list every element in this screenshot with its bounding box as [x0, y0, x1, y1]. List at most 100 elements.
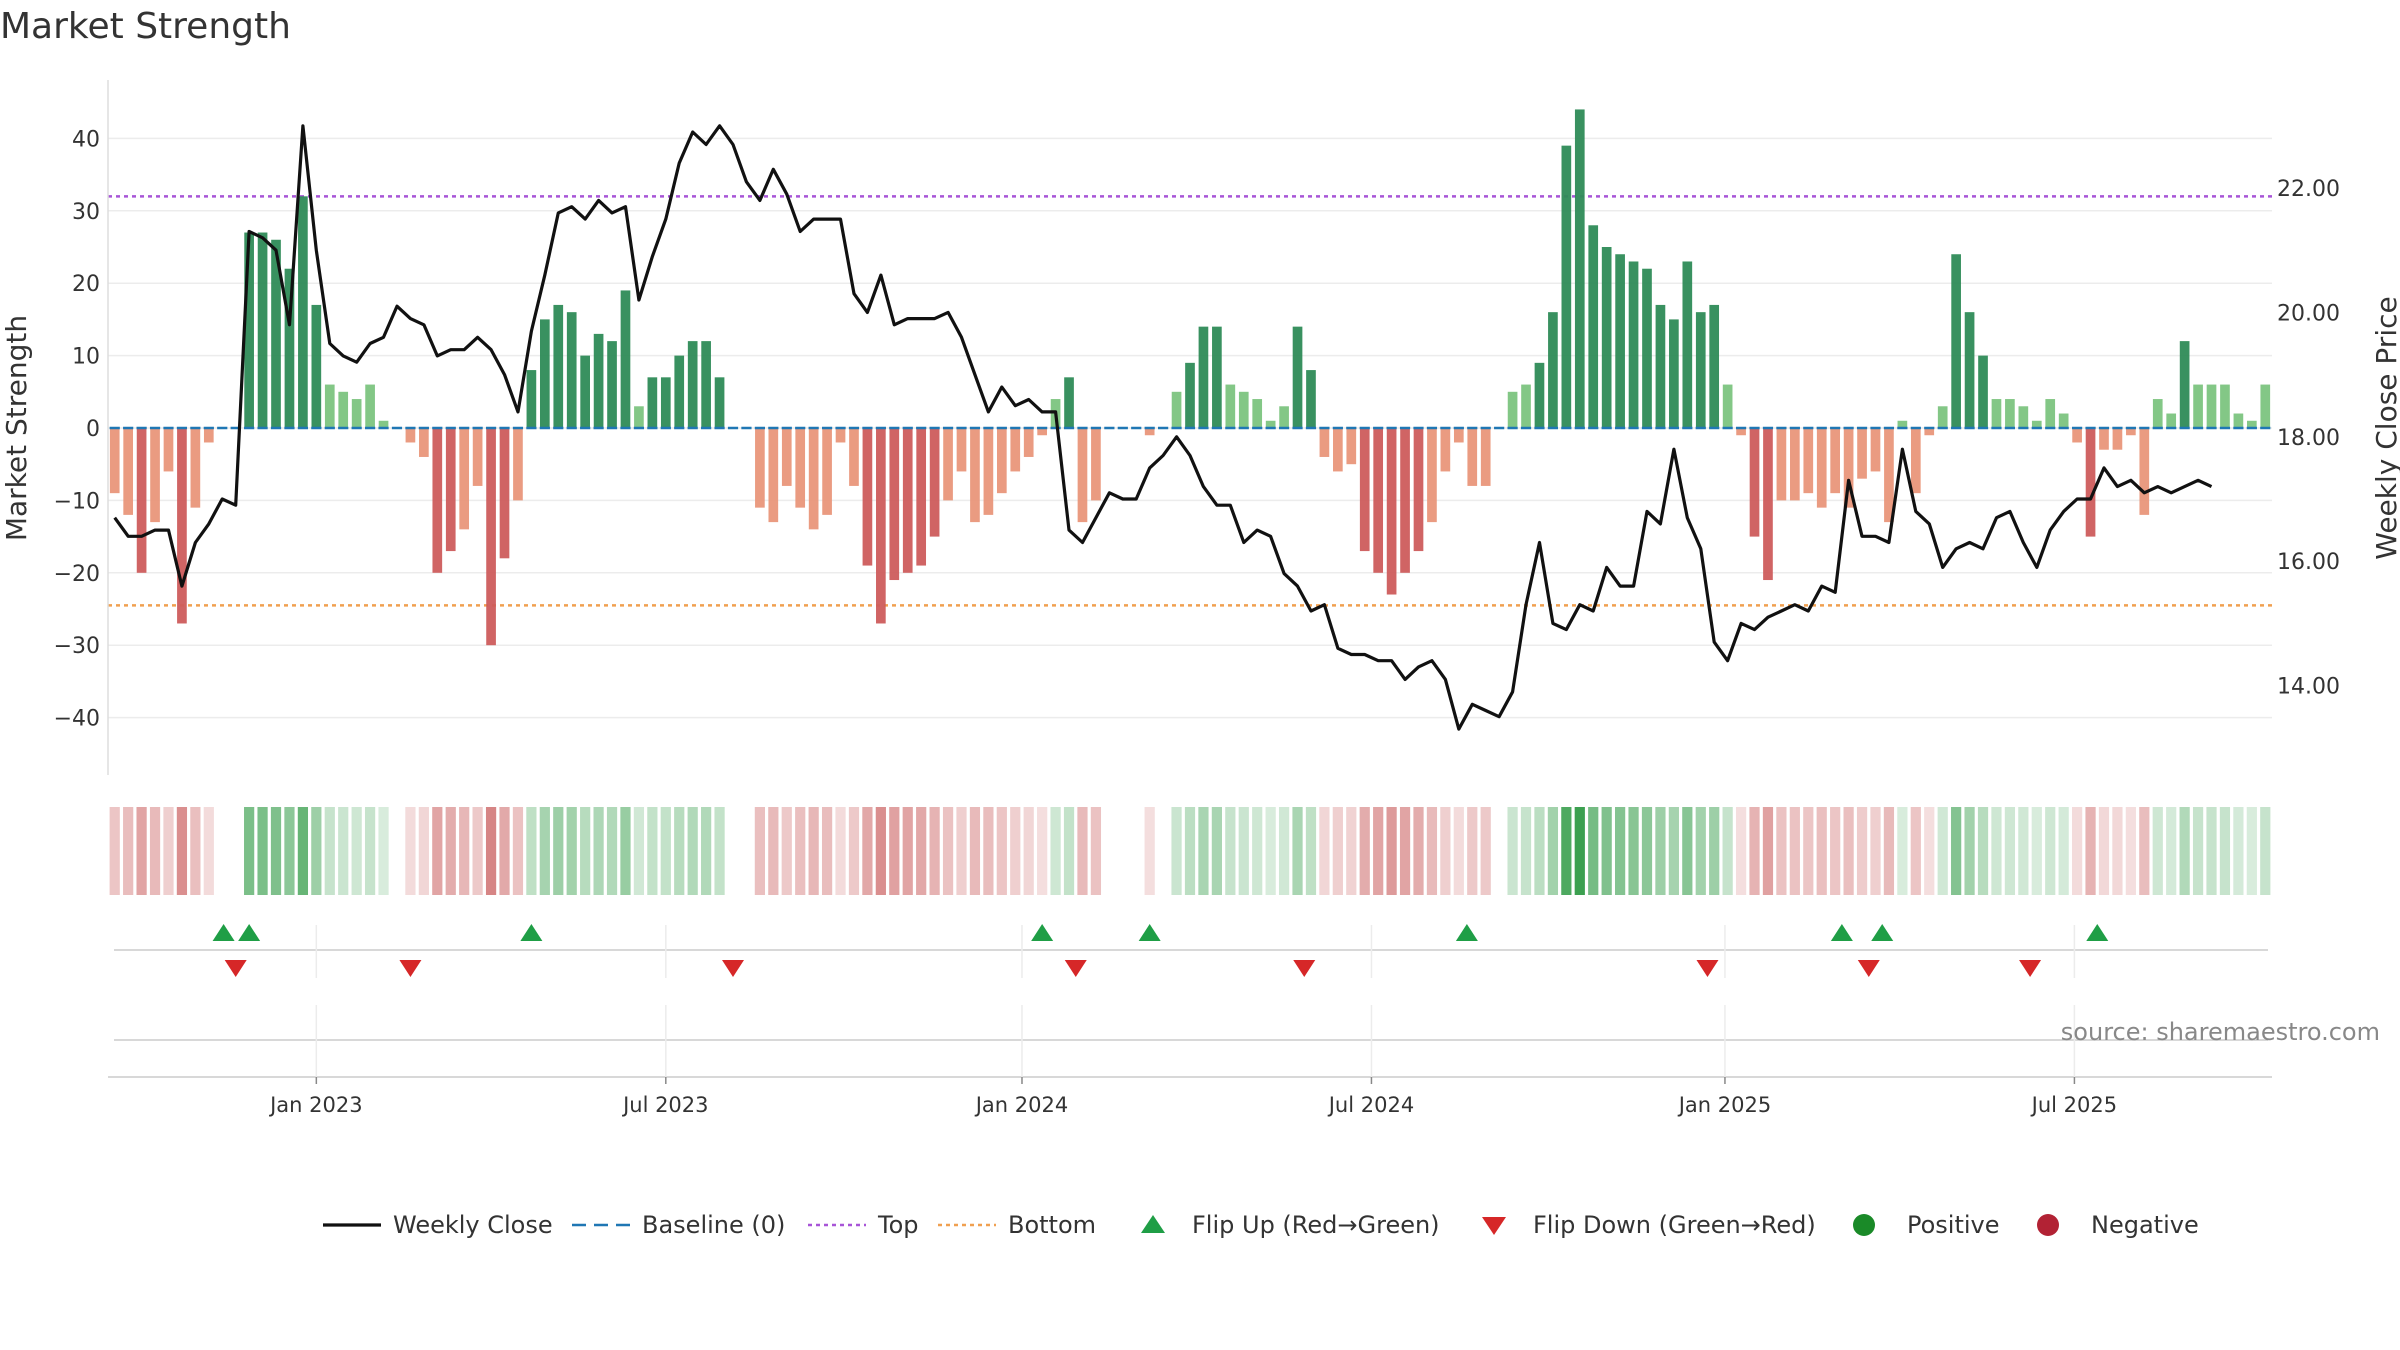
strength-bar [1951, 254, 1961, 428]
strength-bar [2005, 399, 2015, 428]
strength-bar [351, 399, 362, 428]
strength-bar [405, 428, 416, 443]
legend-label: Positive [1907, 1211, 2000, 1239]
strength-bar [123, 428, 134, 515]
strip-cell [1588, 807, 1599, 895]
strip-cell [835, 807, 846, 895]
strength-bar [822, 428, 832, 515]
strip-cell [1789, 807, 1800, 895]
strip-cell [1077, 807, 1088, 895]
strength-bar [768, 428, 779, 523]
strength-bar [298, 196, 308, 428]
strength-bar [566, 312, 577, 428]
strength-bar [1037, 428, 1047, 436]
strip-cell [1118, 807, 1128, 895]
strip-cell [1090, 807, 1102, 895]
strip-cell [338, 807, 349, 895]
flip-markers-panel [114, 924, 2268, 978]
strength-bar [1359, 428, 1370, 552]
strip-cell [1131, 807, 1141, 895]
legend-swatch-negative [2037, 1214, 2059, 1236]
strip-cell [1104, 807, 1114, 895]
reference-lines [108, 195, 2272, 607]
strength-bar [1642, 268, 1652, 428]
chart-title: Market Strength [0, 6, 291, 47]
strength-bar [1790, 428, 1800, 501]
strip-cell [808, 807, 819, 895]
strength-bar [2058, 413, 2069, 428]
strip-cell [593, 807, 604, 895]
strip-cell [2125, 807, 2136, 895]
strip-cell [1480, 807, 1491, 895]
strip-cell [1924, 807, 1935, 895]
strip-cell [1735, 807, 1747, 895]
strength-bar [1144, 428, 1155, 436]
strength-bar [136, 428, 147, 573]
legend-swatch-flip-down [1482, 1217, 1506, 1235]
strength-bar [1319, 428, 1330, 457]
strength-bar [1695, 312, 1706, 428]
strength-bar [1010, 428, 1021, 472]
strip-cell [1547, 807, 1559, 895]
source-label: source: sharemaestro.com [2061, 1018, 2380, 1046]
strip-cell [270, 807, 282, 895]
strip-cell [445, 807, 456, 895]
strip-cell [1695, 807, 1706, 895]
strength-bar [1601, 247, 1612, 428]
strength-bar [378, 420, 389, 428]
strip-cell [1238, 807, 1249, 895]
x-tick-label: Jan 2024 [974, 1093, 1069, 1117]
strip-cell [1063, 807, 1075, 895]
strength-bar [1077, 428, 1088, 523]
weekly-close-line [113, 124, 2213, 731]
strip-cell [231, 807, 241, 895]
strength-bar [2139, 428, 2150, 515]
strip-cell [1252, 807, 1263, 895]
strength-bar [1171, 391, 1182, 428]
left-tick-label: 20 [72, 272, 100, 297]
flip-up-marker [1031, 924, 1054, 941]
weekly-close-line-layer [113, 124, 2213, 731]
strength-bar [714, 377, 725, 428]
strength-bar [1682, 261, 1693, 428]
flip-down-marker [1293, 960, 1316, 977]
strength-bar [1400, 428, 1410, 573]
left-tick-label: −20 [54, 562, 100, 587]
strip-cell [351, 807, 362, 895]
strip-cell [1641, 807, 1653, 895]
flip-up-marker [520, 924, 543, 941]
strip-cell [902, 807, 913, 895]
strip-cell [996, 807, 1007, 895]
strength-bar [1064, 377, 1074, 428]
strip-cell [2085, 807, 2096, 895]
strength-bar [513, 428, 523, 501]
strip-cell [647, 807, 658, 895]
strength-bar [607, 341, 617, 428]
strength-bar [1346, 428, 1357, 465]
strip-cell [795, 807, 806, 895]
strength-bar [1588, 225, 1599, 428]
strip-cell [2018, 807, 2029, 895]
strip-cell [1292, 807, 1303, 895]
strip-cell [566, 807, 577, 895]
strip-cell [1399, 807, 1411, 895]
strength-bar [580, 355, 590, 428]
strength-bar [257, 232, 268, 428]
strength-bar [271, 239, 281, 428]
strength-bar [916, 428, 927, 566]
left-tick-label: −10 [54, 489, 100, 514]
strip-cell [1332, 807, 1343, 895]
strength-bar [1561, 145, 1572, 428]
strength-bar [943, 428, 953, 501]
strength-bar [2179, 341, 2190, 428]
strip-cell [1870, 807, 1881, 895]
strip-cell [1426, 807, 1438, 895]
left-tick-label: 30 [72, 200, 100, 225]
strip-cell [2246, 807, 2257, 895]
strength-bar [419, 428, 429, 457]
flip-down-marker [399, 960, 422, 977]
strength-bar [284, 268, 295, 428]
strip-cell [2045, 807, 2056, 895]
strip-cell [1910, 807, 1921, 895]
strip-cell [1171, 807, 1182, 895]
